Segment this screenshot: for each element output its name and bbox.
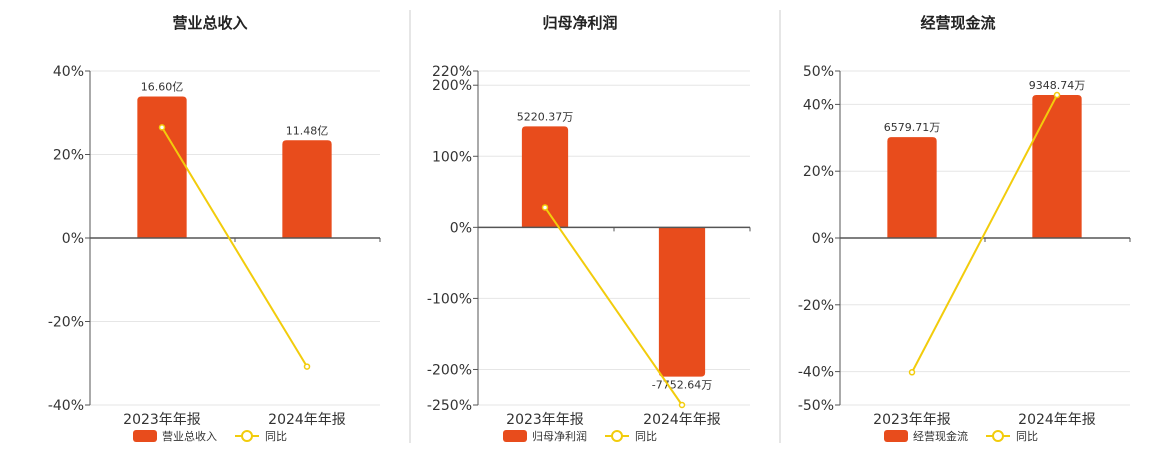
legend-line-label: 同比 (1016, 430, 1038, 443)
y-tick-label: -20% (798, 298, 834, 314)
bar (887, 137, 937, 238)
bar (658, 227, 706, 377)
y-tick-label: 200% (432, 78, 472, 94)
yoy-line (544, 206, 683, 406)
y-tick-label: -250% (427, 398, 472, 414)
bar (521, 126, 569, 228)
legend-line-label: 同比 (265, 430, 287, 443)
x-category-label: 2024年年报 (643, 412, 721, 428)
legend-bar-swatch (503, 430, 527, 442)
bar-value-label: 11.48亿 (286, 124, 329, 137)
legend-bar-label: 经营现金流 (913, 429, 968, 443)
y-tick-label: 100% (432, 149, 472, 165)
chart-panel-1: 营业总收入 40% 20% 0% -20% -40% 16.60亿 11.48亿 2023年年报… (48, 14, 381, 443)
bar (282, 140, 332, 238)
chart-title: 营业总收入 (172, 14, 247, 32)
legend-bar-swatch (884, 430, 908, 442)
legend-line-label: 同比 (635, 430, 657, 443)
x-category-label: 2024年年报 (1018, 412, 1096, 428)
yoy-line (911, 94, 1058, 373)
yoy-point (1053, 91, 1061, 99)
bar-value-label: 5220.37万 (517, 110, 574, 123)
x-category-label: 2023年年报 (873, 412, 951, 428)
yoy-point (303, 363, 311, 370)
legend-bar-label: 归母净利润 (532, 429, 587, 443)
y-tick-label: -100% (427, 291, 472, 307)
y-tick-label: 220% (432, 64, 472, 80)
legend-line-marker (992, 430, 1004, 442)
x-category-label: 2024年年报 (268, 412, 346, 428)
y-tick-label: -40% (798, 365, 834, 381)
x-category-label: 2023年年报 (123, 412, 201, 428)
yoy-point (541, 204, 549, 211)
chart-panel-3: 经营现金流 50% 40% 20% 0% -20% -40% -50% 6579.71万 9348… (798, 14, 1131, 443)
y-tick-label: 0% (450, 220, 472, 236)
y-tick-label: -200% (427, 362, 472, 378)
yoy-point (908, 369, 916, 376)
yoy-line (161, 126, 308, 368)
x-category-label: 2023年年报 (506, 412, 584, 428)
bar-value-label: 6579.71万 (884, 121, 941, 134)
legend-line-marker (611, 430, 623, 442)
y-tick-label: 40% (53, 64, 84, 80)
yoy-point (678, 401, 686, 409)
legend-bar-swatch (133, 430, 157, 442)
y-tick-label: 0% (812, 231, 834, 247)
bar (137, 96, 187, 238)
legend-line-marker (241, 430, 253, 442)
y-tick-label: 0% (62, 231, 84, 247)
bar (1032, 95, 1082, 238)
yoy-point (158, 124, 166, 131)
chart-title: 归母净利润 (542, 14, 617, 32)
y-tick-label: -40% (48, 398, 84, 414)
y-tick-label: 40% (803, 97, 834, 113)
y-tick-label: 20% (803, 164, 834, 180)
y-tick-label: 50% (803, 64, 834, 80)
legend-bar-label: 营业总收入 (162, 429, 217, 443)
y-tick-label: -20% (48, 315, 84, 331)
bar-value-label: 16.60亿 (141, 80, 184, 93)
y-tick-label: 20% (53, 148, 84, 164)
bar-value-label: 9348.74万 (1029, 79, 1086, 92)
chart-title: 经营现金流 (920, 14, 995, 32)
y-tick-label: -50% (798, 398, 834, 414)
chart-panel-2: 归母净利润 220%200% 100% 0% -100% -200% -250% 5220.3… (427, 14, 751, 443)
bar-value-label: -7752.64万 (652, 379, 712, 392)
